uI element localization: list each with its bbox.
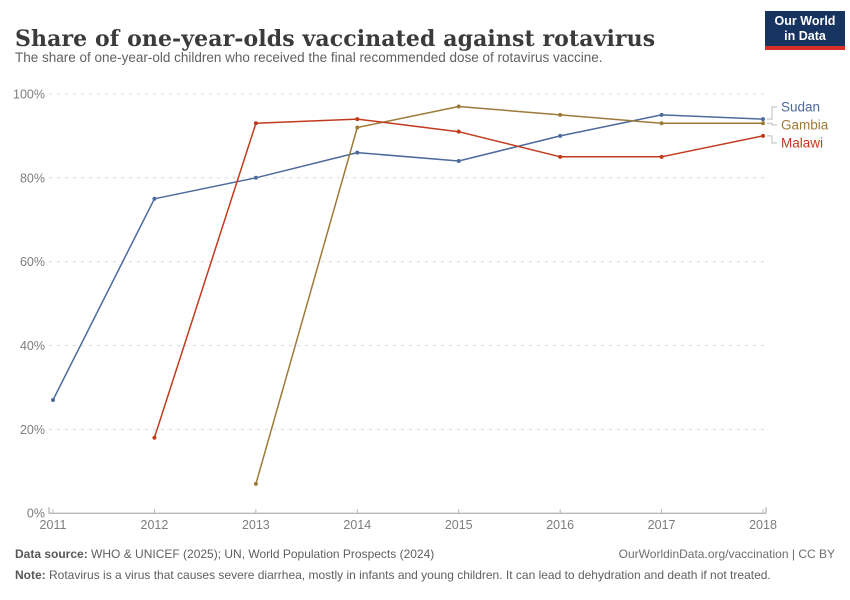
datasource-text: WHO & UNICEF (2025); UN, World Populatio… <box>87 547 435 561</box>
data-point-malawi-2016 <box>558 154 563 159</box>
line-chart-svg: 0% 20% 40% 60% 80% 100% 2011 2012 2013 2014 2015 20… <box>13 87 829 532</box>
data-point-sudan-2018 <box>761 117 766 122</box>
data-point-malawi-2017 <box>659 154 664 159</box>
data-point-sudan-2011 <box>51 398 55 403</box>
x-axis-tick-label: 2017 <box>648 518 676 532</box>
x-axis-tick-label: 2016 <box>546 518 574 532</box>
series-line-malawi <box>153 118 764 439</box>
note-label: Note: <box>15 568 46 582</box>
footer-row-note: Note: Rotavirus is a virus that causes s… <box>15 565 835 586</box>
y-axis-tick-label: 100% <box>13 87 45 101</box>
owid-logo[interactable]: Our World in Data <box>765 11 845 50</box>
footer-row-datasource: Data source: WHO & UNICEF (2025); UN, Wo… <box>15 544 835 565</box>
legend-connector <box>767 106 777 120</box>
y-axis-tick-label: 60% <box>20 255 45 269</box>
legend-label-sudan[interactable]: Sudan <box>781 100 820 115</box>
y-axis-tick-label: 40% <box>20 339 45 353</box>
series-line-sudan <box>52 114 764 401</box>
x-axis-tick-label: 2013 <box>242 518 270 532</box>
data-point-malawi-2014 <box>355 117 360 122</box>
x-axis-tick-label: 2014 <box>343 518 371 532</box>
data-point-gambia-2015 <box>456 104 461 109</box>
data-point-sudan-2017 <box>659 112 664 117</box>
chart-subtitle: The share of one-year-old children who r… <box>15 50 603 65</box>
x-axis-tick-label: 2012 <box>141 518 169 532</box>
data-point-gambia-2014 <box>355 125 360 130</box>
data-point-sudan-2013 <box>253 175 258 180</box>
owid-logo-line2: in Data <box>784 28 826 43</box>
data-point-malawi-2012 <box>152 435 157 440</box>
datasource-line: Data source: WHO & UNICEF (2025); UN, Wo… <box>15 544 434 565</box>
page-title: Share of one-year-olds vaccinated agains… <box>15 25 656 52</box>
legend-label-gambia[interactable]: Gambia <box>781 118 829 133</box>
x-axis-tick-label: 2018 <box>749 518 777 532</box>
chart-footer: Data source: WHO & UNICEF (2025); UN, Wo… <box>15 544 835 586</box>
note-text: Rotavirus is a virus that causes severe … <box>45 568 771 582</box>
data-point-gambia-2018 <box>761 121 766 126</box>
line-chart: 0% 20% 40% 60% 80% 100% 2011 2012 2013 2014 2015 20… <box>0 78 850 540</box>
legend-label-malawi[interactable]: Malawi <box>781 136 823 151</box>
data-point-sudan-2014 <box>355 150 360 155</box>
legend-connector <box>767 135 777 144</box>
x-axis-tick-label: 2011 <box>40 518 67 532</box>
license-link[interactable]: OurWorldinData.org/vaccination | CC BY <box>618 547 835 561</box>
y-axis-tick-label: 80% <box>20 171 45 185</box>
data-point-sudan-2012 <box>152 196 157 201</box>
datasource-label: Data source: <box>15 547 88 561</box>
x-axis-tick-label: 2015 <box>445 518 473 532</box>
legend-connector <box>767 122 777 126</box>
data-point-malawi-2013 <box>253 121 258 126</box>
data-point-malawi-2018 <box>761 133 766 138</box>
data-point-malawi-2015 <box>456 129 461 134</box>
data-point-sudan-2016 <box>558 133 563 138</box>
data-point-gambia-2017 <box>659 121 664 126</box>
y-axis-tick-label: 20% <box>20 423 45 437</box>
series-line-gambia <box>255 105 764 485</box>
data-point-gambia-2013 <box>253 481 258 486</box>
data-point-sudan-2015 <box>456 159 461 164</box>
y-axis-tick-label: 0% <box>27 507 45 521</box>
data-point-gambia-2016 <box>558 112 563 117</box>
owid-logo-line1: Our World <box>774 13 836 28</box>
